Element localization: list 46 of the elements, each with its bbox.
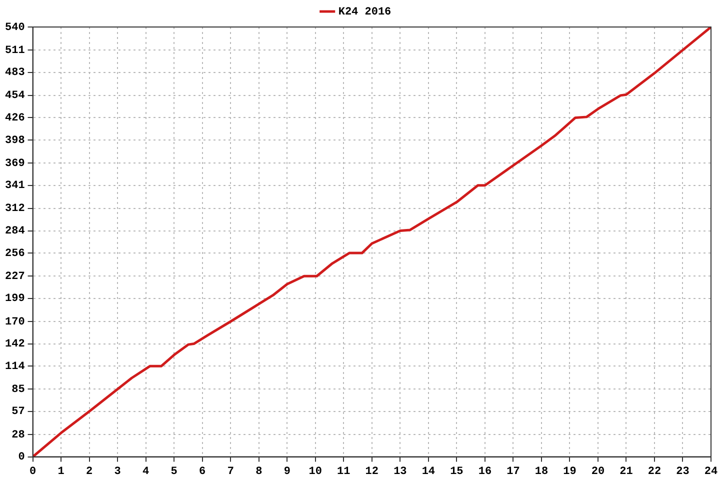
- y-tick-label: 454: [4, 90, 26, 102]
- x-tick-label: 23: [676, 466, 690, 478]
- x-tick-label: 15: [450, 466, 464, 478]
- y-tick-label: 170: [4, 316, 25, 328]
- x-tick-label: 21: [620, 466, 634, 478]
- x-tick-label: 17: [506, 466, 520, 478]
- y-tick-label: 284: [4, 226, 26, 238]
- x-tick-label: 18: [534, 466, 548, 478]
- x-tick-label: 4: [142, 466, 150, 478]
- x-tick-label: 14: [422, 466, 436, 478]
- x-tick-label: 20: [591, 466, 605, 478]
- y-tick-label: 142: [4, 338, 25, 351]
- x-tick-label: 12: [365, 466, 379, 478]
- y-tick-label: 256: [4, 248, 25, 260]
- legend-label: K24 2016: [338, 6, 392, 18]
- x-tick-label: 11: [337, 466, 351, 478]
- x-tick-label: 19: [563, 466, 576, 478]
- y-tick-label: 341: [4, 180, 26, 192]
- x-tick-label: 6: [199, 466, 206, 478]
- x-tick-label: 13: [394, 466, 408, 478]
- x-tick-label: 2: [86, 466, 93, 478]
- x-tick-label: 22: [648, 466, 662, 478]
- y-tick-label: 369: [4, 158, 25, 170]
- y-tick-label: 0: [18, 452, 25, 464]
- y-tick-label: 227: [4, 270, 25, 283]
- x-tick-label: 3: [114, 466, 122, 478]
- y-tick-label: 57: [12, 406, 25, 418]
- y-tick-label: 85: [12, 384, 26, 396]
- x-tick-label: 16: [478, 466, 492, 478]
- x-tick-label: 24: [704, 466, 718, 478]
- x-tick-label: 0: [30, 466, 36, 478]
- y-tick-label: 398: [4, 134, 26, 147]
- y-tick-label: 28: [12, 429, 26, 442]
- y-tick-label: 426: [4, 112, 25, 124]
- x-tick-label: 7: [227, 466, 234, 478]
- x-tick-label: 10: [308, 466, 322, 478]
- x-tick-label: 1: [58, 466, 65, 478]
- y-tick-label: 511: [4, 44, 26, 57]
- y-tick-label: 114: [4, 360, 26, 373]
- y-tick-label: 483: [4, 67, 26, 80]
- y-tick-label: 312: [4, 203, 25, 216]
- y-tick-label: 199: [4, 293, 25, 306]
- x-tick-label: 9: [284, 466, 290, 478]
- y-tick-label: 540: [4, 22, 25, 34]
- x-tick-label: 5: [170, 466, 178, 478]
- x-tick-label: 8: [256, 466, 263, 478]
